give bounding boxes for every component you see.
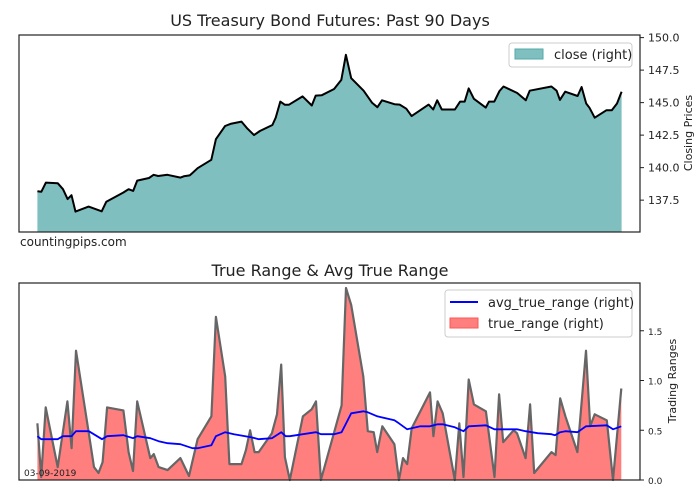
- y-tick-label: 145.0: [648, 97, 680, 110]
- top-chart-title: US Treasury Bond Futures: Past 90 Days: [170, 11, 490, 30]
- true-range-line: [36, 286, 623, 482]
- bottom-y-axis: 0.0 0.5 1.0 1.5: [640, 328, 663, 487]
- y-tick-label: 150.0: [648, 32, 680, 45]
- date-label: 03-09-2019: [24, 469, 77, 479]
- y-tick-label: 1.0: [648, 378, 663, 388]
- top-y-axis-label: Closing Prices: [682, 95, 695, 172]
- legend-swatch-close: [514, 48, 544, 60]
- close-area: [37, 54, 622, 232]
- bottom-legend: avg_true_range (right) true_range (right…: [444, 289, 634, 338]
- true-range-plot: [36, 286, 623, 482]
- y-tick-label: 147.5: [648, 64, 680, 77]
- true-range-area: [37, 288, 622, 480]
- watermark: countingpips.com: [20, 235, 127, 249]
- avg-true-range-line: [36, 410, 622, 450]
- close-line: [37, 53, 623, 213]
- legend-label-tr: true_range (right): [488, 317, 604, 332]
- legend-label-atr: avg_true_range (right): [488, 296, 634, 311]
- bottom-y-axis-label: Trading Ranges: [666, 339, 679, 425]
- y-tick-label: 140.0: [648, 162, 680, 175]
- y-tick-label: 0.0: [648, 477, 663, 487]
- y-tick-label: 0.5: [648, 427, 662, 437]
- top-legend: close (right): [508, 42, 633, 68]
- y-tick-label: 1.5: [648, 328, 662, 338]
- close-price-plot: [37, 53, 623, 232]
- bottom-chart-title: True Range & Avg True Range: [211, 261, 449, 280]
- legend-label-close: close (right): [554, 48, 632, 63]
- bottom-axes-frame: [18, 282, 641, 481]
- y-tick-label: 137.5: [648, 194, 680, 207]
- legend-swatch-tr: [449, 317, 479, 329]
- top-y-axis: 137.5 140.0 142.5 145.0 147.5 150.0: [640, 32, 680, 207]
- y-tick-label: 142.5: [648, 129, 680, 142]
- top-axes-frame: [18, 34, 641, 233]
